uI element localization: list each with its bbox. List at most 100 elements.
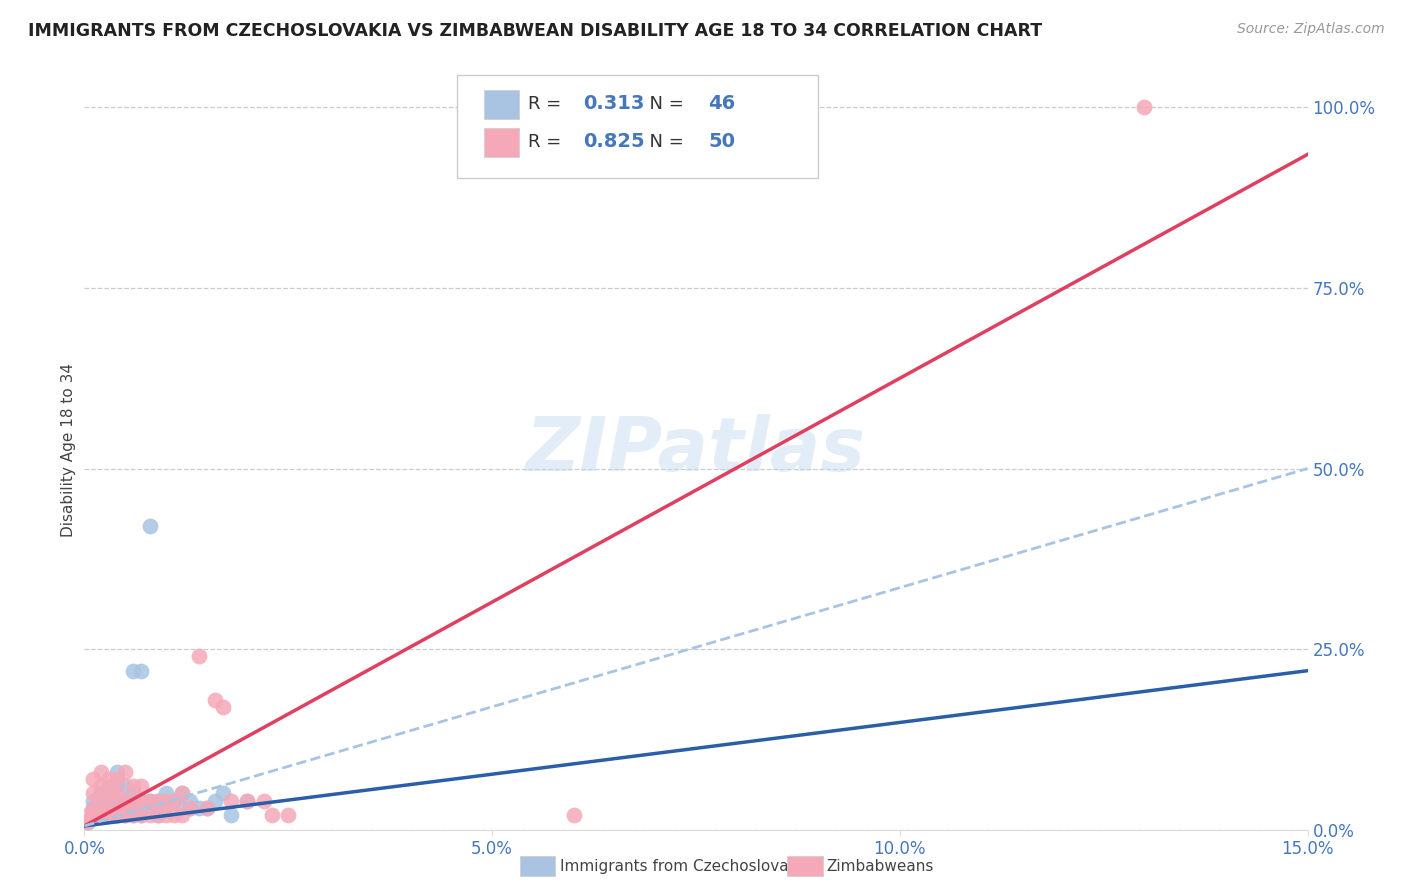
Point	[114, 794, 136, 808]
Point	[97, 801, 120, 815]
Point	[131, 794, 153, 808]
Point	[105, 801, 128, 815]
Point	[146, 808, 169, 822]
Text: 0.825: 0.825	[583, 132, 645, 152]
Point	[163, 794, 186, 808]
Text: R =: R =	[529, 133, 568, 151]
Point	[187, 649, 209, 664]
Point	[105, 808, 128, 822]
Point	[90, 787, 112, 801]
Point	[219, 808, 242, 822]
Text: Source: ZipAtlas.com: Source: ZipAtlas.com	[1237, 22, 1385, 37]
Point	[114, 764, 136, 779]
Point	[105, 801, 128, 815]
Point	[82, 794, 104, 808]
Point	[97, 801, 120, 815]
Point	[172, 801, 194, 815]
Point	[77, 808, 100, 822]
Point	[204, 692, 226, 706]
Point	[236, 794, 259, 808]
Point	[105, 787, 128, 801]
Point	[86, 808, 108, 822]
Point	[260, 808, 283, 822]
Point	[163, 794, 186, 808]
Point	[155, 787, 177, 801]
FancyBboxPatch shape	[484, 128, 519, 157]
Point	[122, 808, 145, 822]
Text: 0.313: 0.313	[583, 95, 645, 113]
Point	[195, 801, 218, 815]
Point	[131, 808, 153, 822]
Y-axis label: Disability Age 18 to 34: Disability Age 18 to 34	[60, 363, 76, 538]
Point	[1133, 100, 1156, 114]
Point	[562, 808, 585, 822]
Point	[138, 808, 160, 822]
Point	[105, 794, 128, 808]
Point	[97, 808, 120, 822]
Point	[163, 808, 186, 822]
Point	[212, 699, 235, 714]
Text: N =: N =	[638, 95, 690, 113]
Point	[155, 801, 177, 815]
Point	[277, 808, 299, 822]
Point	[131, 794, 153, 808]
Point	[93, 801, 115, 815]
Point	[172, 808, 194, 822]
Point	[219, 794, 242, 808]
Point	[90, 808, 112, 822]
Point	[90, 808, 112, 822]
Point	[114, 779, 136, 793]
Point	[212, 787, 235, 801]
Text: R =: R =	[529, 95, 568, 113]
Point	[131, 808, 153, 822]
Point	[97, 772, 120, 786]
Point	[82, 808, 104, 822]
Point	[195, 801, 218, 815]
Point	[146, 808, 169, 822]
Point	[82, 801, 104, 815]
Point	[114, 808, 136, 822]
Point	[131, 664, 153, 678]
Text: ZIPatlas: ZIPatlas	[526, 414, 866, 487]
FancyBboxPatch shape	[484, 90, 519, 120]
Point	[82, 787, 104, 801]
Point	[131, 779, 153, 793]
Text: IMMIGRANTS FROM CZECHOSLOVAKIA VS ZIMBABWEAN DISABILITY AGE 18 TO 34 CORRELATION: IMMIGRANTS FROM CZECHOSLOVAKIA VS ZIMBAB…	[28, 22, 1042, 40]
Point	[77, 815, 100, 830]
Point	[204, 794, 226, 808]
Point	[122, 801, 145, 815]
Point	[90, 801, 112, 815]
Point	[114, 794, 136, 808]
Point	[179, 794, 201, 808]
Point	[155, 794, 177, 808]
Point	[146, 794, 169, 808]
Point	[179, 801, 201, 815]
Point	[122, 794, 145, 808]
Point	[105, 764, 128, 779]
Point	[114, 808, 136, 822]
Point	[105, 772, 128, 786]
Point	[105, 808, 128, 822]
Text: N =: N =	[638, 133, 690, 151]
Point	[90, 794, 112, 808]
Point	[172, 787, 194, 801]
Point	[90, 764, 112, 779]
Point	[138, 801, 160, 815]
Point	[97, 779, 120, 793]
FancyBboxPatch shape	[457, 75, 818, 178]
Point	[122, 787, 145, 801]
Point	[138, 519, 160, 533]
Point	[97, 808, 120, 822]
Point	[172, 787, 194, 801]
Point	[76, 815, 98, 830]
Point	[122, 808, 145, 822]
Point	[138, 794, 160, 808]
Point	[179, 801, 201, 815]
Point	[97, 787, 120, 801]
Point	[236, 794, 259, 808]
Text: 46: 46	[709, 95, 735, 113]
Point	[138, 794, 160, 808]
Point	[82, 808, 104, 822]
Point	[105, 779, 128, 793]
Point	[122, 779, 145, 793]
